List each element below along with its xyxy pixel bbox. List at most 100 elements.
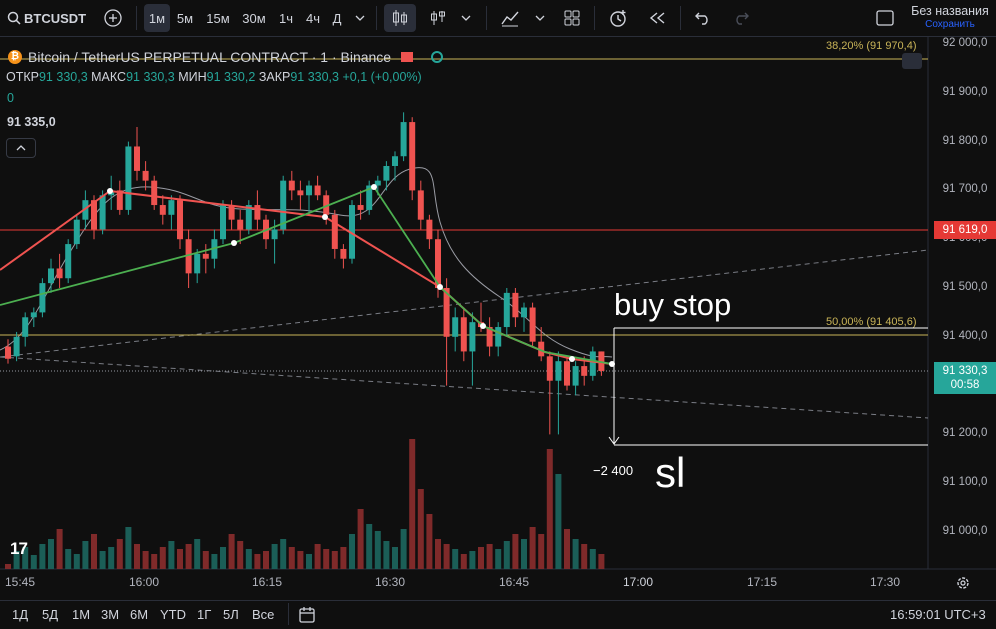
range-1d[interactable]: 1Д: [12, 607, 29, 622]
candle-body[interactable]: [73, 219, 80, 245]
range-3m[interactable]: 3М: [101, 607, 120, 622]
collapse-legend-button[interactable]: [6, 138, 36, 158]
range-ytd[interactable]: YTD: [160, 607, 186, 622]
zigzag-point[interactable]: [231, 240, 237, 246]
candle-body[interactable]: [400, 122, 407, 157]
candles-chart-type-icon[interactable]: [384, 4, 416, 32]
indicators-icon[interactable]: [498, 4, 522, 32]
candle-body[interactable]: [443, 288, 450, 337]
zigzag-point[interactable]: [437, 284, 443, 290]
clock[interactable]: 16:59:01 UTC+3: [890, 607, 986, 622]
interval-day[interactable]: Д: [332, 10, 342, 26]
zigzag-point[interactable]: [107, 188, 113, 194]
candle-body[interactable]: [366, 185, 373, 210]
range-6m[interactable]: 6М: [130, 607, 149, 622]
candle-body[interactable]: [194, 253, 201, 274]
candle-body[interactable]: [469, 322, 476, 352]
candle-body[interactable]: [177, 200, 183, 240]
candle-body[interactable]: [357, 205, 364, 210]
zigzag-point[interactable]: [569, 356, 575, 362]
candle-body[interactable]: [288, 180, 295, 191]
candle-body[interactable]: [392, 156, 398, 166]
symbol-button[interactable]: BTCUSDT: [24, 10, 87, 26]
candle-body[interactable]: [237, 219, 244, 230]
interval-1m[interactable]: 1м: [144, 4, 170, 32]
candle-body[interactable]: [495, 327, 502, 347]
candle-body[interactable]: [374, 180, 381, 186]
candle-body[interactable]: [159, 205, 166, 215]
candle-body[interactable]: [271, 229, 278, 240]
chart-area[interactable]: ₿ Bitcoin / TetherUS PERPETUAL CONTRACT …: [0, 37, 996, 597]
candle-body[interactable]: [228, 205, 235, 220]
undo-icon[interactable]: [690, 4, 716, 32]
candle-body[interactable]: [529, 307, 536, 342]
channel-lower-line[interactable]: [0, 356, 929, 419]
settings-button[interactable]: [902, 53, 922, 69]
candle-body[interactable]: [512, 292, 519, 318]
range-5d[interactable]: 5Д: [42, 607, 59, 622]
candle-body[interactable]: [581, 366, 588, 376]
buy-stop-annotation[interactable]: buy stop: [614, 287, 732, 322]
interval-30m[interactable]: 30м: [242, 10, 266, 26]
save-status[interactable]: Сохранить: [925, 19, 975, 30]
candle-body[interactable]: [340, 248, 347, 259]
candle-body[interactable]: [280, 180, 287, 230]
search-icon[interactable]: [4, 4, 24, 32]
candle-body[interactable]: [185, 239, 192, 274]
add-symbol-icon[interactable]: [100, 4, 126, 32]
candle-body[interactable]: [460, 317, 467, 352]
candle-body[interactable]: [142, 170, 149, 181]
candle-body[interactable]: [435, 239, 441, 288]
candle-body[interactable]: [452, 317, 459, 337]
layout-grid-icon[interactable]: [560, 4, 584, 32]
range-1m[interactable]: 1М: [72, 607, 91, 622]
redo-icon[interactable]: [728, 4, 754, 32]
range-5y[interactable]: 5Л: [223, 607, 239, 622]
candle-body[interactable]: [99, 195, 106, 230]
candle-body[interactable]: [5, 346, 11, 359]
zigzag-point[interactable]: [371, 184, 377, 190]
candle-body[interactable]: [503, 292, 510, 328]
candle-body[interactable]: [48, 268, 54, 284]
candle-body[interactable]: [486, 327, 493, 347]
chevron-down-icon[interactable]: [456, 4, 476, 32]
candle-body[interactable]: [91, 200, 97, 230]
chart-title[interactable]: Bitcoin / TetherUS PERPETUAL CONTRACT · …: [28, 49, 392, 65]
candle-body[interactable]: [125, 146, 132, 210]
candle-body[interactable]: [521, 307, 527, 318]
candle-body[interactable]: [220, 205, 226, 240]
candle-body[interactable]: [331, 214, 338, 249]
moving-average-line[interactable]: [0, 167, 613, 358]
candle-body[interactable]: [56, 268, 63, 279]
candle-body[interactable]: [426, 219, 433, 240]
flag-icon[interactable]: [401, 52, 414, 62]
candle-body[interactable]: [546, 356, 553, 381]
zigzag-point[interactable]: [322, 214, 328, 220]
layout-window-icon[interactable]: [872, 4, 898, 32]
chart-settings-gear-icon[interactable]: [955, 575, 971, 596]
candle-body[interactable]: [589, 351, 596, 376]
interval-1h[interactable]: 1ч: [278, 10, 293, 26]
candle-body[interactable]: [13, 336, 20, 357]
candle-body[interactable]: [306, 185, 312, 196]
range-all[interactable]: Все: [252, 607, 275, 622]
candle-body[interactable]: [323, 195, 330, 215]
candle-body[interactable]: [538, 341, 545, 357]
candle-body[interactable]: [65, 244, 72, 279]
interval-15m[interactable]: 15м: [206, 10, 230, 26]
alert-clock-icon[interactable]: [604, 4, 632, 32]
interval-5m[interactable]: 5м: [176, 10, 194, 26]
bar-chart-type-icon[interactable]: [426, 4, 450, 32]
go-to-date-icon[interactable]: [298, 606, 316, 629]
candle-body[interactable]: [22, 317, 29, 337]
candle-body[interactable]: [564, 361, 570, 386]
replay-icon[interactable]: [644, 4, 670, 32]
chevron-down-icon[interactable]: [530, 4, 550, 32]
candle-body[interactable]: [349, 205, 355, 259]
candle-body[interactable]: [245, 205, 252, 230]
candle-body[interactable]: [116, 190, 123, 210]
market-status-icon[interactable]: [431, 51, 444, 63]
candle-body[interactable]: [39, 283, 46, 313]
candle-body[interactable]: [297, 190, 304, 196]
sl-annotation[interactable]: sl: [655, 449, 686, 496]
